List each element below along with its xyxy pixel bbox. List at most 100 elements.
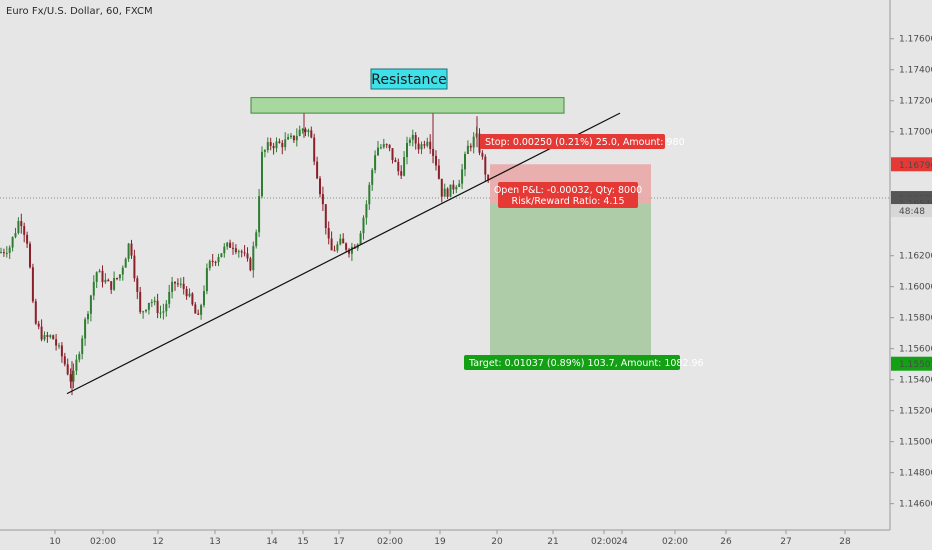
candle-body <box>295 135 298 141</box>
chart-title: Euro Fx/U.S. Dollar, 60, FXCM <box>6 6 153 17</box>
price-tick-label-4: 1.16790 <box>899 161 932 171</box>
candle-body <box>461 169 464 184</box>
candle-body <box>316 161 319 179</box>
time-tick-label-6: 17 <box>333 537 344 547</box>
candle-body <box>374 155 377 170</box>
candle-body <box>234 248 237 253</box>
price-tick-label-12: 1.15400 <box>899 376 932 386</box>
candle-body <box>127 243 130 259</box>
pnl-label: Open P&L: -0.00032, Qty: 8000 <box>494 185 642 196</box>
price-tick-label-15: 1.14800 <box>899 469 932 479</box>
candle-body <box>8 247 11 253</box>
candle-body <box>310 130 313 138</box>
candle-body <box>469 145 472 148</box>
candle-body <box>336 244 339 251</box>
candle-body <box>159 312 162 314</box>
candle-body <box>81 338 84 355</box>
candle-body <box>130 243 133 256</box>
candle-body <box>435 155 437 166</box>
candle-body <box>17 221 20 234</box>
candle-body <box>487 174 490 181</box>
candle-body <box>31 267 34 302</box>
candle-body <box>321 194 324 205</box>
candle-body <box>23 226 26 235</box>
candle-body <box>121 267 124 275</box>
time-axis[interactable]: 10 02:00 12 13 14 15 17 02:00 19 20 21 02:00 24 02:00… <box>49 530 851 547</box>
candle-body <box>176 283 179 285</box>
candle-body <box>252 246 255 271</box>
candle-body <box>11 237 14 248</box>
candle-body <box>484 156 487 175</box>
candle-body <box>168 291 171 304</box>
candle-body <box>394 160 397 162</box>
countdown-bg <box>891 204 932 218</box>
time-tick-label-1: 02:00 <box>90 537 116 547</box>
time-tick-label-13: 02:00 <box>662 537 688 547</box>
candle-body <box>266 142 269 151</box>
resistance-zone[interactable] <box>250 97 565 114</box>
time-tick-label-14: 26 <box>720 537 732 547</box>
stop-label-bg <box>480 134 665 149</box>
candle-body <box>75 359 78 371</box>
candle-body <box>255 232 258 247</box>
candle-body <box>333 250 336 252</box>
candle-body <box>182 283 185 289</box>
candle-body <box>211 260 214 262</box>
candle-body <box>408 139 411 143</box>
candle-body <box>298 129 301 136</box>
candle-body <box>147 302 150 310</box>
candle-body <box>443 188 446 197</box>
candle-body <box>116 278 118 280</box>
price-tick-label-13: 1.15200 <box>899 407 932 417</box>
candle-body <box>397 161 400 172</box>
candle-body <box>63 356 66 365</box>
candle-body <box>426 141 429 146</box>
price-axis[interactable]: 1.176001.174001.172001.170001.167901.165… <box>890 35 932 510</box>
candle-body <box>0 252 2 254</box>
candle-body <box>185 288 188 297</box>
candle-body <box>324 204 327 229</box>
candle-body <box>113 278 116 290</box>
price-tick-label-0: 1.17600 <box>899 35 932 45</box>
candle-body <box>249 258 252 271</box>
candle-body <box>330 238 333 251</box>
candle-body <box>43 335 46 340</box>
countdown-label: 48:48 <box>899 207 925 217</box>
candle-body <box>327 228 330 239</box>
time-tick-label-8: 19 <box>434 537 446 547</box>
target-label-bg <box>464 355 680 370</box>
candle-body <box>362 217 365 234</box>
candle-body <box>281 142 284 148</box>
candle-body <box>107 279 110 282</box>
candle-body <box>458 183 461 187</box>
candle-body <box>348 249 350 254</box>
candle-body <box>101 270 104 283</box>
candle-body <box>339 238 342 245</box>
candle-body <box>156 300 159 314</box>
candle-body <box>440 178 443 197</box>
price-tick-label-14: 1.15000 <box>899 438 932 448</box>
time-tick-label-4: 14 <box>266 537 278 547</box>
candle-body <box>66 364 69 375</box>
candle-body <box>29 243 31 268</box>
candle-body <box>411 135 414 140</box>
candle-body <box>290 135 292 138</box>
candle-body <box>342 238 345 244</box>
candle-body <box>301 129 304 131</box>
support-trendline[interactable] <box>66 112 621 395</box>
candle-body <box>472 136 475 148</box>
candle-body <box>203 291 205 306</box>
time-tick-label-9: 20 <box>491 537 503 547</box>
candle-body <box>263 150 266 152</box>
candle-body <box>275 141 278 149</box>
candle-body <box>72 370 75 382</box>
candle-body <box>261 151 263 197</box>
price-tick-label-1: 1.17400 <box>899 66 932 76</box>
candle-body <box>87 313 89 320</box>
candle-body <box>437 165 440 179</box>
candle-body <box>284 139 287 148</box>
candle-body <box>371 169 374 185</box>
